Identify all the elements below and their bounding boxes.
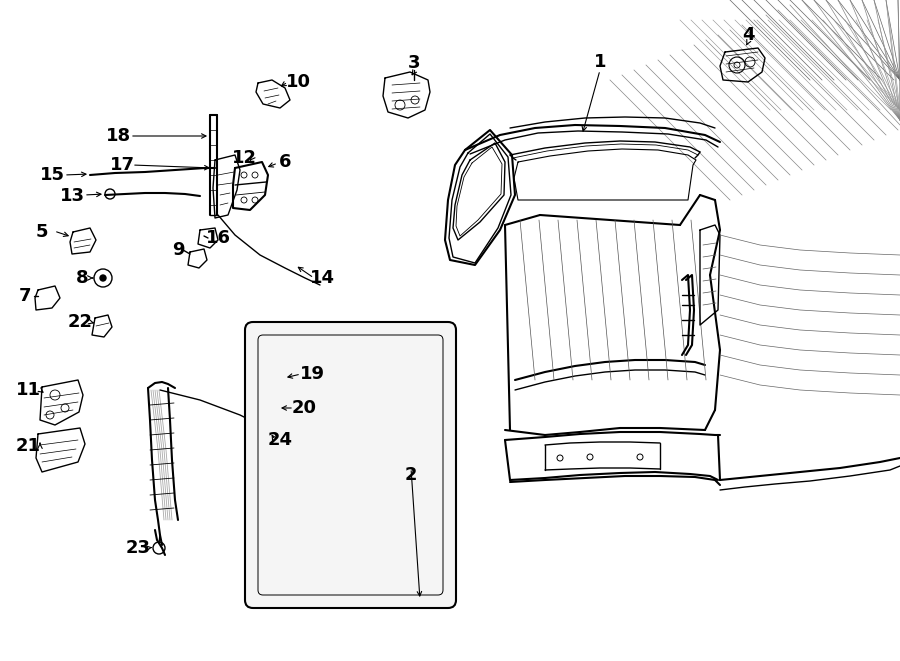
- Text: 21: 21: [15, 437, 40, 455]
- Circle shape: [100, 275, 106, 281]
- Text: 2: 2: [405, 466, 418, 484]
- Text: 7: 7: [19, 287, 32, 305]
- Text: 8: 8: [76, 269, 88, 287]
- Text: 14: 14: [310, 269, 335, 287]
- Text: 5: 5: [36, 223, 49, 241]
- Text: 22: 22: [68, 313, 93, 331]
- Text: 3: 3: [408, 54, 420, 72]
- Text: 13: 13: [59, 187, 85, 205]
- Text: 10: 10: [285, 73, 310, 91]
- Text: 19: 19: [300, 365, 325, 383]
- Text: 9: 9: [172, 241, 184, 259]
- Text: 15: 15: [40, 166, 65, 184]
- Text: 23: 23: [125, 539, 150, 557]
- FancyBboxPatch shape: [245, 322, 456, 608]
- Text: 20: 20: [292, 399, 317, 417]
- Text: 6: 6: [279, 153, 292, 171]
- Text: 17: 17: [110, 156, 134, 174]
- Text: 18: 18: [105, 127, 130, 145]
- Text: 11: 11: [15, 381, 40, 399]
- Text: 16: 16: [205, 229, 230, 247]
- Text: 12: 12: [231, 149, 256, 167]
- Text: 1: 1: [594, 53, 607, 71]
- Text: 24: 24: [267, 431, 293, 449]
- Text: 4: 4: [742, 26, 754, 44]
